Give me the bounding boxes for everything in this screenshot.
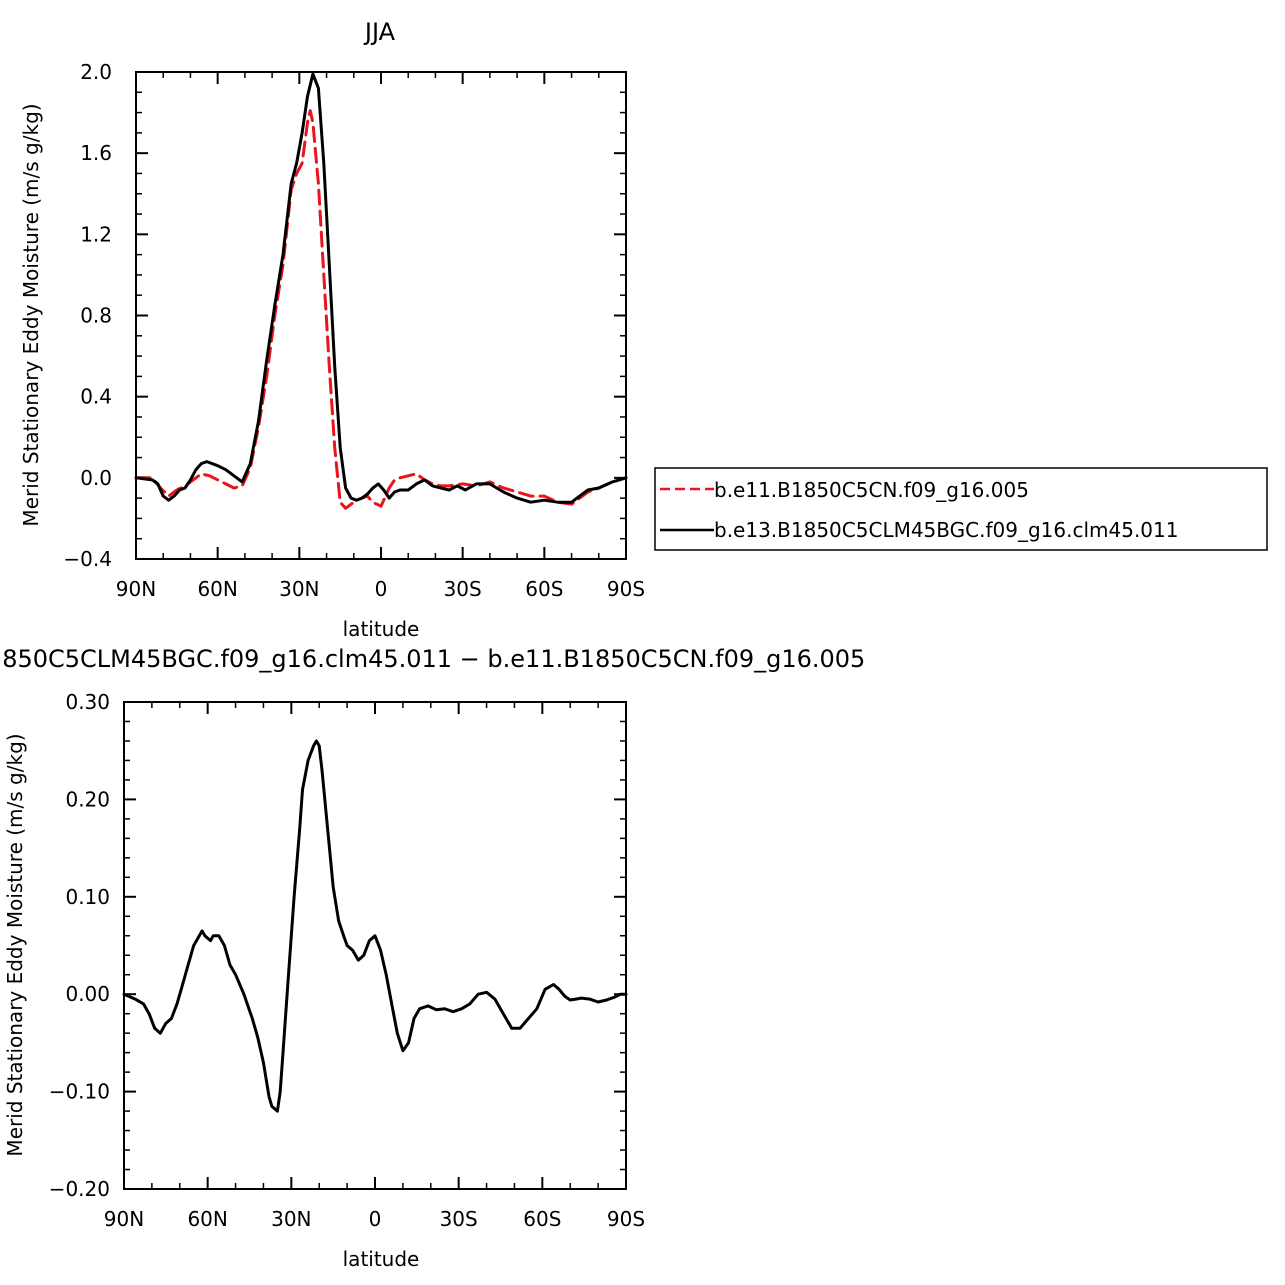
y-tick-label: 0.30 (65, 690, 110, 714)
x-tick-label: 60N (187, 1207, 227, 1231)
y-tick-label: 0.0 (80, 466, 112, 490)
legend-label-1: b.e13.B1850C5CLM45BGC.f09_g16.clm45.011 (714, 518, 1178, 542)
plot-frame (135, 71, 627, 560)
y-tick-label: 0.8 (80, 304, 112, 328)
difference-title: b.e13.B1850C5CLM45BGC.f09_g16.clm45.011 … (0, 645, 865, 673)
y-tick-label: −0.10 (49, 1080, 110, 1104)
x-tick-label: 60N (197, 577, 237, 601)
y-tick-label: 2.0 (80, 60, 112, 84)
chart-title: JJA (363, 18, 396, 46)
y-tick-label: −0.20 (49, 1177, 110, 1201)
x-tick-label: 90S (607, 1207, 645, 1231)
series-line-1 (134, 72, 628, 504)
x-tick-label: 60S (525, 577, 563, 601)
top-panel-series (134, 72, 628, 510)
series-line-0 (134, 109, 628, 510)
y-tick-label: −0.4 (63, 547, 112, 571)
x-tick-label: 30S (440, 1207, 478, 1231)
plot-frame (123, 701, 627, 1190)
x-tick-label: 90N (116, 577, 156, 601)
y-tick-label: 0.4 (80, 385, 112, 409)
y-tick-label: 1.2 (80, 222, 112, 246)
y-tick-label: 0.10 (65, 885, 110, 909)
x-tick-label: 90S (607, 577, 645, 601)
x-tick-label: 30N (279, 577, 319, 601)
x-tick-label: 0 (375, 577, 388, 601)
x-axis-title: latitude (343, 1247, 420, 1271)
x-tick-label: 90N (104, 1207, 144, 1231)
y-axis-title: Merid Stationary Eddy Moisture (m/s g/kg… (3, 733, 27, 1156)
bottom-panel-ticks: 90N 60N 30N 0 30S 60S 90S −0.20 −0.10 0.00 0.10 0.2… (49, 690, 645, 1231)
x-tick-label: 60S (523, 1207, 561, 1231)
y-tick-label: 1.6 (80, 141, 112, 165)
bottom-panel-series (122, 739, 628, 1113)
x-tick-label: 0 (369, 1207, 382, 1231)
bottom-panel: b.e13.B1850C5CLM45BGC.f09_g16.clm45.011 … (0, 645, 865, 1271)
x-tick-label: 30S (444, 577, 482, 601)
y-axis-title: Merid Stationary Eddy Moisture (m/s g/kg… (19, 103, 43, 526)
series-line-0 (122, 739, 628, 1113)
top-panel: JJA 90N 60N 30N 0 30S 60S 90S −0.4 0.0 0.4 0.8 1.2 1… (19, 18, 1268, 641)
x-axis-title: latitude (343, 617, 420, 641)
legend: b.e11.B1850C5CN.f09_g16.005 b.e13.B1850C… (654, 467, 1268, 551)
x-tick-label: 30N (271, 1207, 311, 1231)
y-tick-label: 0.00 (65, 982, 110, 1006)
legend-label-0: b.e11.B1850C5CN.f09_g16.005 (714, 478, 1029, 502)
y-tick-label: 0.20 (65, 787, 110, 811)
top-panel-ticks: 90N 60N 30N 0 30S 60S 90S −0.4 0.0 0.4 0.8 1.2 1.6 2.… (63, 60, 645, 601)
legend-box (654, 467, 1268, 551)
